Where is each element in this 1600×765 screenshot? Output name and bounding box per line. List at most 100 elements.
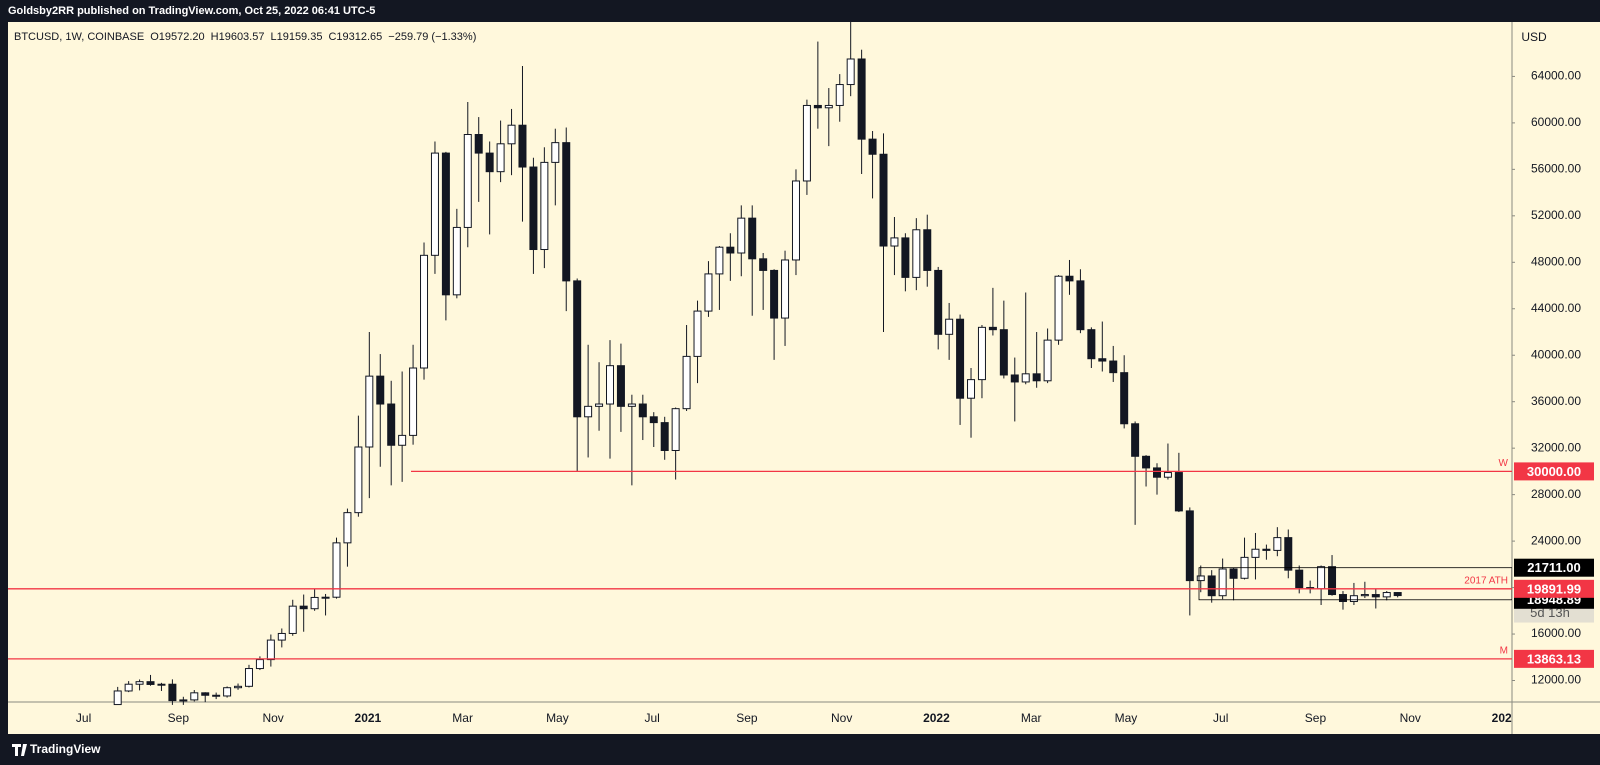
candle-body [387, 403, 396, 446]
candle-body [846, 58, 855, 86]
candle-body [1021, 373, 1030, 383]
candle-body [1109, 360, 1118, 374]
y-tick-label: 60000.00 [1531, 115, 1581, 129]
candle-body [277, 632, 286, 641]
candle-body [988, 326, 997, 331]
y-tick-label: 44000.00 [1531, 301, 1581, 315]
candle-body [1360, 594, 1369, 597]
candle-body [135, 681, 144, 685]
level-tag-bg [1514, 462, 1594, 481]
level-tag: 19891.99 [1527, 581, 1581, 596]
candle-body [824, 104, 833, 109]
candle-body [1043, 339, 1052, 382]
candle-body [146, 681, 155, 685]
level-note: W [1499, 458, 1509, 469]
x-tick-label: Sep [736, 711, 758, 725]
y-tick-label: 28000.00 [1531, 487, 1581, 501]
candle-body [255, 659, 264, 670]
x-tick-label: May [1115, 711, 1138, 725]
candle-body [157, 683, 166, 686]
candle-body [802, 104, 811, 182]
candle-body [124, 683, 133, 692]
candle-body [1087, 329, 1096, 360]
candle-body [485, 152, 494, 173]
candle-body [463, 134, 472, 228]
x-tick-label: 2023 [1492, 711, 1519, 725]
candle-body [212, 694, 221, 697]
candle-body [452, 226, 461, 296]
candle-body [1284, 537, 1293, 571]
candle-body [606, 365, 614, 405]
legend-symbol: BTCUSD, 1W, COINBASE [14, 31, 144, 43]
candle-body [1273, 537, 1282, 551]
candle-body [649, 416, 658, 424]
candle-body [748, 217, 757, 260]
candle-body [1065, 275, 1074, 282]
candle-body [715, 246, 724, 275]
candle-body [321, 596, 330, 599]
footer: TradingView [12, 742, 101, 756]
y-tick-label: 48000.00 [1531, 254, 1581, 268]
level-tag-bg [1514, 579, 1594, 598]
level-note: M [1500, 646, 1508, 657]
candle-body [234, 685, 243, 689]
price-axis: 12000.0016000.0020000.0024000.0028000.00… [1512, 30, 1594, 687]
y-tick-label: 52000.00 [1531, 208, 1581, 222]
candle-body [1174, 472, 1183, 512]
candle-body [540, 161, 549, 251]
candle-body [857, 58, 866, 140]
candle-body [1207, 575, 1216, 597]
candle-body [223, 687, 232, 697]
candle-body [584, 405, 593, 418]
x-tick-label: May [546, 711, 569, 725]
candle-body [343, 512, 352, 544]
candle-body [671, 408, 680, 451]
candle-body [354, 446, 363, 514]
candle-body [1218, 568, 1227, 597]
level-tag-bg [1514, 649, 1594, 668]
range-top-tag: 21711.00 [1527, 560, 1581, 575]
candle-body [1393, 592, 1402, 597]
candle-body [113, 690, 122, 706]
candle-body [1142, 455, 1151, 469]
candle-body [430, 152, 439, 256]
x-tick-label: Jul [1213, 711, 1228, 725]
level-tag: 30000.00 [1527, 464, 1581, 479]
candle-body [813, 104, 822, 109]
candle-body [266, 639, 275, 661]
candle-body [1185, 510, 1194, 582]
candle-body [923, 229, 932, 271]
legend-change: −259.79 (−1.33%) [388, 31, 476, 43]
x-tick-label: 2022 [923, 711, 950, 725]
x-tick-label: Sep [168, 711, 190, 725]
candle-body [660, 422, 669, 451]
candle-body [890, 237, 899, 247]
candle-body [1131, 423, 1140, 457]
candle-body [1317, 566, 1326, 590]
legend-value: C19312.65 [328, 31, 382, 43]
candle-body [595, 403, 604, 407]
candle-body [1163, 472, 1172, 478]
candle-body [562, 142, 571, 282]
candle-body [704, 273, 713, 312]
x-tick-label: Nov [262, 711, 283, 725]
candle-body [1349, 595, 1358, 603]
candle-body [288, 605, 297, 634]
candle-body [682, 355, 691, 410]
y-tick-label: 56000.00 [1531, 162, 1581, 176]
candle-body [496, 143, 505, 173]
candle-body [1098, 358, 1107, 362]
y-tick-label: 16000.00 [1531, 626, 1581, 640]
candle-body [299, 605, 308, 610]
candle-body [1076, 280, 1085, 331]
candle-body [945, 318, 954, 335]
x-tick-label: Nov [831, 711, 852, 725]
candle-body [901, 237, 910, 278]
plot: Jul Sep Nov 2021 Mar May Jul Sep Nov 2022 Mar May Ju… [8, 22, 1519, 725]
candle-body [1229, 568, 1238, 579]
candle-body [835, 84, 844, 106]
candle-body [1251, 548, 1260, 558]
candle-body [1196, 575, 1205, 582]
candle-body [1382, 592, 1391, 598]
legend-value: O19572.20 [150, 31, 204, 43]
